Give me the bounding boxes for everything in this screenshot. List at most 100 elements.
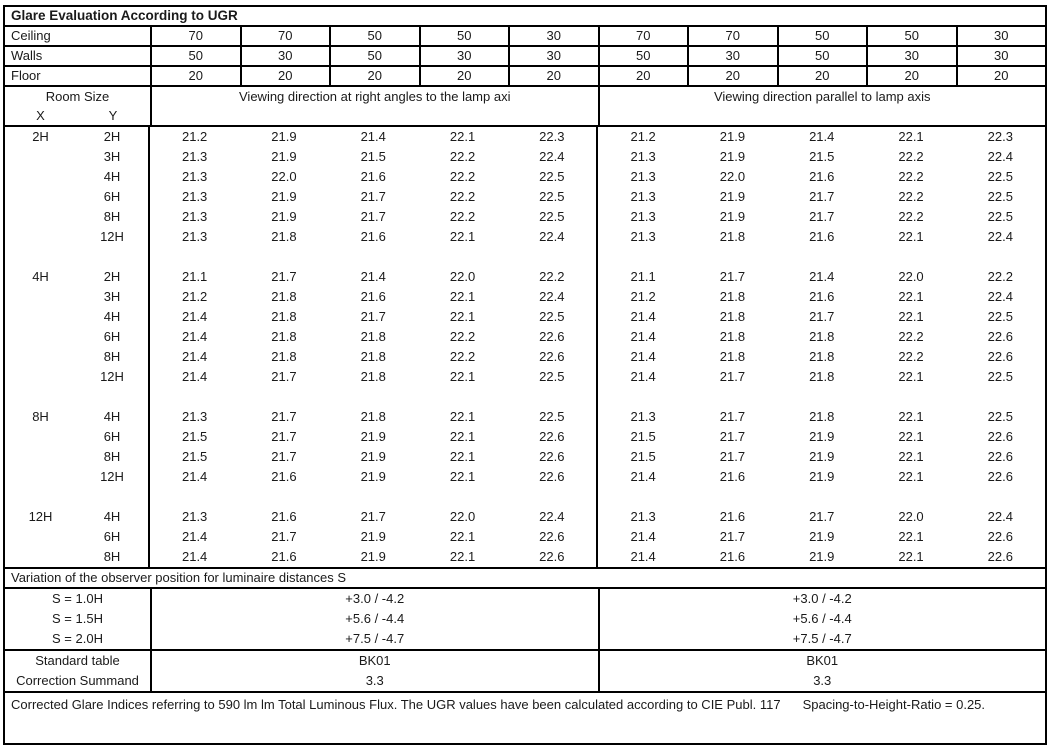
ugr-value: 21.8 bbox=[360, 369, 386, 384]
room-y-value: 4H bbox=[76, 167, 150, 187]
ugr-value: 21.3 bbox=[181, 509, 208, 524]
ugr-value bbox=[239, 487, 328, 507]
ugr-value: 22.4 bbox=[507, 147, 599, 167]
surface-row: Ceiling 70 70 50 50 30 70 70 50 50 30 bbox=[5, 27, 1045, 47]
ugr-value: 21.9 bbox=[719, 209, 746, 224]
ugr-value: 22.6 bbox=[507, 547, 599, 567]
ugr-data-region: 2H 2H 21.2 21.9 21.4 22.1 22.3 21.2 21.9 21.4 22.1… bbox=[5, 127, 1045, 569]
ugr-value bbox=[956, 387, 1045, 407]
ugr-value: 21.8 bbox=[719, 229, 746, 244]
ugr-value: 21.7 bbox=[271, 269, 297, 284]
ugr-value: 22.1 bbox=[449, 229, 476, 244]
ugr-value: 22.1 bbox=[449, 129, 476, 144]
room-y-value: 4H bbox=[76, 407, 150, 427]
ugr-value: 22.2 bbox=[987, 269, 1013, 284]
room-x-value bbox=[5, 347, 76, 367]
room-x-value bbox=[5, 387, 76, 407]
room-x-value: 2H bbox=[32, 129, 49, 144]
variation-value-right: +3.0 / -4.2 bbox=[792, 591, 852, 606]
ugr-value: 21.7 bbox=[719, 449, 746, 464]
surface-rows: Ceiling 70 70 50 50 30 70 70 50 50 30 Walls 50 30 50 30… bbox=[5, 27, 1045, 87]
ugr-value: 22.4 bbox=[987, 509, 1013, 524]
ugr-value: 22.1 bbox=[898, 469, 924, 484]
ugr-value: 21.3 bbox=[181, 189, 208, 204]
ugr-value bbox=[777, 387, 866, 407]
surface-value: 30 bbox=[242, 47, 331, 65]
table-row: Standard table BK01 BK01 bbox=[5, 651, 1045, 671]
ugr-value: 22.6 bbox=[507, 467, 599, 487]
ugr-value bbox=[418, 247, 507, 267]
room-x-value bbox=[5, 167, 76, 187]
table-row: Correction Summand 3.3 3.3 bbox=[5, 671, 1045, 691]
room-x-value bbox=[5, 327, 76, 347]
room-y-value: 12H bbox=[76, 467, 150, 487]
room-y-value: 2H bbox=[76, 127, 150, 147]
ugr-value bbox=[507, 247, 599, 267]
ugr-value: 21.8 bbox=[271, 309, 297, 324]
room-y-value: 12H bbox=[76, 227, 150, 247]
ugr-value: 21.5 bbox=[181, 429, 208, 444]
ugr-value: 22.1 bbox=[898, 449, 924, 464]
table-title: Glare Evaluation According to UGR bbox=[5, 7, 1045, 27]
viewing-direction-parallel-header: Viewing direction parallel to lamp axis bbox=[713, 89, 931, 104]
ugr-value: 21.7 bbox=[360, 509, 386, 524]
surface-value: 30 bbox=[510, 47, 600, 65]
room-y-value: 8H bbox=[76, 207, 150, 227]
ugr-value bbox=[866, 387, 955, 407]
ugr-value: 21.6 bbox=[271, 549, 297, 564]
ugr-value: 22.1 bbox=[449, 469, 476, 484]
ugr-value: 21.8 bbox=[271, 349, 297, 364]
ugr-value: 22.2 bbox=[449, 329, 476, 344]
ugr-value: 22.5 bbox=[987, 169, 1013, 184]
ugr-value: 21.4 bbox=[630, 369, 656, 384]
surface-value: 30 bbox=[689, 47, 779, 65]
room-y-label: Y bbox=[108, 108, 118, 123]
ugr-value: 22.5 bbox=[507, 207, 599, 227]
ugr-value: 22.6 bbox=[987, 529, 1013, 544]
ugr-value: 21.4 bbox=[181, 349, 208, 364]
ugr-value: 21.8 bbox=[719, 309, 746, 324]
ugr-row: 12H 21.4 21.6 21.9 22.1 22.6 21.4 21.6 21.9 22.1 2… bbox=[5, 467, 1045, 487]
ugr-value: 21.4 bbox=[181, 329, 208, 344]
ugr-value: 21.9 bbox=[719, 149, 746, 164]
ugr-value: 21.6 bbox=[719, 469, 746, 484]
ugr-value: 22.5 bbox=[987, 189, 1013, 204]
variation-value-left: +5.6 / -4.4 bbox=[152, 609, 600, 629]
ugr-value: 22.5 bbox=[507, 307, 599, 327]
surface-value: 20 bbox=[600, 67, 689, 85]
ugr-value: 22.4 bbox=[507, 227, 599, 247]
surface-value: 50 bbox=[331, 27, 421, 45]
ugr-row: 8H 4H 21.3 21.7 21.8 22.1 22.5 21.3 21.7 21.8 22.1… bbox=[5, 407, 1045, 427]
ugr-value: 21.7 bbox=[719, 429, 746, 444]
footer-note: Corrected Glare Indices referring to 590… bbox=[5, 693, 1045, 717]
ugr-row bbox=[5, 487, 1045, 507]
ugr-value: 21.9 bbox=[809, 529, 835, 544]
ugr-value: 21.8 bbox=[719, 349, 746, 364]
room-x-value bbox=[5, 527, 76, 547]
room-x-label: X bbox=[36, 108, 45, 123]
ugr-value: 21.3 bbox=[181, 169, 208, 184]
ugr-value bbox=[598, 487, 687, 507]
ugr-value: 22.1 bbox=[449, 429, 476, 444]
ugr-value: 21.3 bbox=[630, 169, 656, 184]
ugr-row: 4H 21.3 22.0 21.6 22.2 22.5 21.3 22.0 21.6 22.2 22… bbox=[5, 167, 1045, 187]
ugr-value: 22.6 bbox=[987, 429, 1013, 444]
ugr-value: 21.7 bbox=[271, 369, 297, 384]
ugr-value: 21.8 bbox=[809, 369, 835, 384]
ugr-value: 21.9 bbox=[809, 449, 835, 464]
ugr-value: 22.4 bbox=[987, 149, 1013, 164]
ugr-table: Glare Evaluation According to UGR Ceilin… bbox=[3, 5, 1047, 745]
ugr-value bbox=[239, 387, 328, 407]
ugr-value: 21.6 bbox=[719, 509, 746, 524]
room-x-value bbox=[5, 307, 76, 327]
room-x-value bbox=[5, 447, 76, 467]
ugr-value: 21.1 bbox=[181, 269, 208, 284]
summary-value-right: BK01 bbox=[806, 653, 839, 668]
ugr-row: 6H 21.5 21.7 21.9 22.1 22.6 21.5 21.7 21.9 22.1 22… bbox=[5, 427, 1045, 447]
ugr-value: 22.1 bbox=[898, 309, 924, 324]
column-header-row: Room Size X Y Viewing direction at right… bbox=[5, 87, 1045, 127]
ugr-value: 21.3 bbox=[181, 209, 208, 224]
ugr-value: 22.2 bbox=[449, 149, 476, 164]
ugr-value: 22.1 bbox=[898, 129, 924, 144]
ugr-value: 21.9 bbox=[360, 469, 386, 484]
